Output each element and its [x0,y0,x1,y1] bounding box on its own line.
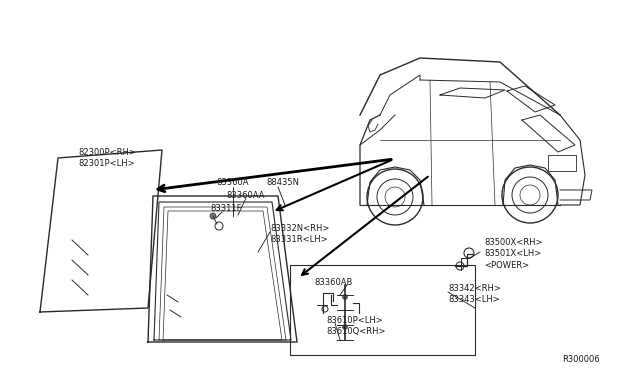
Text: 83332N<RH>
83331R<LH>: 83332N<RH> 83331R<LH> [270,224,330,244]
Text: 82300P<RH>
82301P<LH>: 82300P<RH> 82301P<LH> [78,148,136,169]
Text: 83500X<RH>
83501X<LH>
<POWER>: 83500X<RH> 83501X<LH> <POWER> [484,238,543,270]
Circle shape [210,213,216,219]
Bar [290,265,475,355]
Circle shape [342,324,348,330]
Bar [548,155,576,171]
Text: 83342<RH>
83343<LH>: 83342<RH> 83343<LH> [448,284,501,304]
Text: 83360AB: 83360AB [314,278,353,287]
Text: 88435N: 88435N [266,178,299,187]
Text: R300006: R300006 [563,355,600,364]
Text: 83360AA: 83360AA [226,191,264,200]
Text: 83360A: 83360A [216,178,248,187]
Text: 83610P<LH>
83610Q<RH>: 83610P<LH> 83610Q<RH> [326,316,385,336]
Text: 83311F: 83311F [210,204,241,213]
Circle shape [342,295,348,299]
